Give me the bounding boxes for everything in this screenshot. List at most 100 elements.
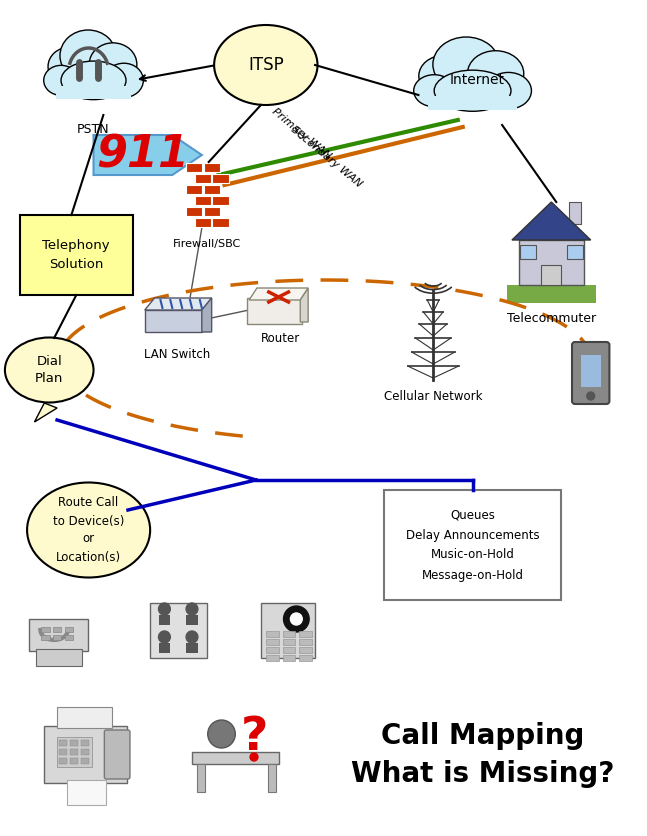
FancyBboxPatch shape (384, 490, 561, 600)
FancyBboxPatch shape (70, 749, 78, 755)
FancyBboxPatch shape (283, 647, 296, 653)
FancyBboxPatch shape (57, 737, 92, 767)
Text: Route Call
to Device(s)
or
Location(s): Route Call to Device(s) or Location(s) (53, 497, 124, 563)
FancyBboxPatch shape (53, 627, 61, 632)
FancyBboxPatch shape (36, 649, 82, 666)
Circle shape (186, 631, 198, 643)
Text: Firewall/SBC: Firewall/SBC (173, 239, 241, 249)
FancyBboxPatch shape (300, 655, 312, 661)
Text: Telephony
Solution: Telephony Solution (43, 239, 110, 271)
Ellipse shape (485, 73, 531, 109)
Circle shape (186, 603, 198, 615)
Ellipse shape (104, 64, 144, 98)
Ellipse shape (467, 51, 524, 96)
FancyBboxPatch shape (192, 752, 279, 764)
FancyBboxPatch shape (53, 635, 61, 640)
FancyBboxPatch shape (266, 631, 279, 637)
FancyBboxPatch shape (300, 647, 312, 653)
FancyBboxPatch shape (41, 627, 50, 632)
FancyBboxPatch shape (195, 217, 211, 227)
FancyBboxPatch shape (424, 79, 521, 104)
Circle shape (159, 603, 170, 615)
Polygon shape (249, 288, 308, 300)
FancyBboxPatch shape (59, 749, 67, 755)
Polygon shape (300, 288, 308, 322)
Ellipse shape (5, 338, 94, 402)
Polygon shape (202, 298, 212, 332)
Text: Dial
Plan: Dial Plan (35, 355, 63, 385)
FancyBboxPatch shape (19, 215, 133, 295)
Ellipse shape (89, 43, 137, 86)
Text: Call Mapping
What is Missing?: Call Mapping What is Missing? (351, 721, 614, 788)
FancyBboxPatch shape (266, 647, 279, 653)
FancyBboxPatch shape (56, 706, 112, 727)
FancyBboxPatch shape (70, 740, 78, 747)
FancyBboxPatch shape (247, 298, 302, 324)
Text: ITSP: ITSP (248, 56, 283, 74)
FancyBboxPatch shape (52, 69, 135, 94)
FancyBboxPatch shape (567, 245, 583, 259)
FancyBboxPatch shape (542, 265, 561, 285)
FancyBboxPatch shape (204, 185, 220, 194)
Ellipse shape (48, 47, 91, 86)
Ellipse shape (434, 70, 511, 111)
FancyBboxPatch shape (212, 196, 228, 206)
FancyBboxPatch shape (186, 615, 198, 625)
FancyBboxPatch shape (186, 163, 202, 172)
Ellipse shape (27, 482, 150, 578)
Ellipse shape (44, 65, 78, 95)
Circle shape (208, 720, 236, 748)
Ellipse shape (419, 55, 470, 96)
Circle shape (291, 613, 302, 625)
Polygon shape (34, 403, 57, 422)
FancyBboxPatch shape (204, 206, 220, 217)
Ellipse shape (214, 25, 318, 105)
Text: LAN Switch: LAN Switch (144, 348, 210, 361)
Polygon shape (145, 298, 212, 310)
FancyBboxPatch shape (186, 643, 198, 653)
FancyBboxPatch shape (507, 285, 596, 303)
Polygon shape (94, 135, 202, 175)
FancyBboxPatch shape (159, 643, 170, 653)
FancyBboxPatch shape (572, 342, 609, 404)
Text: ?: ? (240, 715, 268, 759)
Text: Telecommuter: Telecommuter (507, 312, 596, 325)
FancyBboxPatch shape (300, 639, 312, 645)
FancyBboxPatch shape (65, 627, 73, 632)
FancyBboxPatch shape (65, 635, 73, 640)
FancyBboxPatch shape (195, 174, 211, 183)
FancyBboxPatch shape (56, 86, 131, 99)
Text: 911: 911 (96, 134, 190, 176)
FancyBboxPatch shape (581, 355, 600, 387)
Text: Internet: Internet (450, 73, 505, 87)
Text: Router: Router (261, 332, 300, 345)
FancyBboxPatch shape (428, 96, 518, 110)
FancyBboxPatch shape (145, 310, 202, 332)
Ellipse shape (413, 74, 455, 107)
Polygon shape (512, 202, 591, 240)
FancyBboxPatch shape (28, 619, 87, 651)
Text: Secondary WAN: Secondary WAN (289, 124, 364, 189)
Text: PSTN: PSTN (77, 123, 110, 136)
Ellipse shape (61, 61, 126, 99)
FancyBboxPatch shape (266, 639, 279, 645)
Ellipse shape (433, 37, 499, 92)
Circle shape (250, 753, 258, 761)
FancyBboxPatch shape (80, 757, 89, 764)
FancyBboxPatch shape (212, 217, 228, 227)
FancyBboxPatch shape (67, 780, 106, 805)
FancyBboxPatch shape (186, 206, 202, 217)
Text: Cellular Network: Cellular Network (384, 390, 483, 403)
FancyBboxPatch shape (300, 631, 312, 637)
FancyBboxPatch shape (520, 245, 536, 259)
FancyBboxPatch shape (70, 757, 78, 764)
FancyBboxPatch shape (104, 730, 130, 779)
Circle shape (587, 392, 595, 400)
FancyBboxPatch shape (195, 196, 211, 206)
FancyBboxPatch shape (283, 639, 296, 645)
Circle shape (159, 631, 170, 643)
FancyBboxPatch shape (41, 635, 50, 640)
Circle shape (283, 606, 309, 632)
FancyBboxPatch shape (283, 655, 296, 661)
FancyBboxPatch shape (44, 726, 127, 783)
